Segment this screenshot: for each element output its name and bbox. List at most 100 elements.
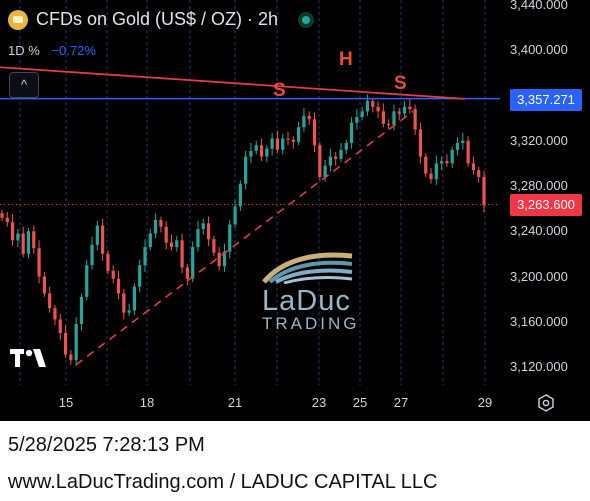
candle-body [381, 111, 385, 124]
price-tick-label: 3,160.000 [510, 313, 568, 329]
candles [0, 94, 486, 366]
candle-body [21, 233, 25, 254]
candle-body [365, 101, 370, 112]
candle-body [371, 101, 375, 107]
candle-body [116, 278, 121, 294]
price-tick-label: 3,240.000 [510, 223, 568, 239]
candle-body [95, 225, 99, 245]
candle-body [0, 213, 4, 218]
time-tick-label: 21 [227, 395, 243, 410]
candle-body [111, 270, 115, 279]
candle-body [164, 226, 168, 243]
candle-body [360, 111, 364, 117]
candle-body [58, 319, 62, 334]
candle-body [307, 115, 311, 120]
time-tick-label: 27 [393, 395, 409, 410]
candle-body [101, 225, 105, 254]
candle-body [143, 247, 147, 266]
candle-body [323, 165, 327, 177]
price-tick-label: 3,120.000 [510, 359, 568, 374]
settings-gear-icon[interactable] [537, 394, 555, 412]
candle-body [222, 251, 227, 267]
candle-body [37, 248, 41, 277]
candle-body [10, 222, 15, 241]
candle-body [482, 176, 486, 206]
current-price-label: 3,263.600 [510, 194, 582, 216]
candle-body [206, 223, 211, 240]
candle-body [53, 308, 57, 320]
watermark-trading: TRADING [262, 314, 360, 333]
candle-body [85, 265, 89, 297]
candle-body [450, 149, 454, 164]
candle-body [132, 286, 137, 311]
candle-body [418, 129, 423, 157]
candle-body [5, 217, 9, 223]
candle-body [233, 206, 237, 225]
market-status-icon[interactable] [298, 11, 315, 28]
candle-body [180, 240, 184, 268]
candle-body [355, 116, 359, 123]
candle-body [286, 138, 290, 140]
candle-body [402, 106, 407, 114]
resistance-price-label: 3,357.271 [510, 89, 582, 111]
symbol-title[interactable]: CFDs on Gold (US$ / OZ) · 2h [36, 9, 279, 29]
candle-body [440, 161, 444, 164]
candle-body [455, 143, 460, 150]
candle-body [249, 150, 253, 157]
candle-body [26, 231, 31, 254]
candle-body [16, 233, 20, 241]
candle-body [461, 140, 465, 144]
candle-body [32, 231, 36, 249]
website-credit[interactable]: www.LaDucTrading.com / LADUC CAPITAL LLC [8, 471, 438, 493]
interval-label: 1D % [8, 43, 40, 58]
candle-body [191, 247, 195, 279]
chevron-up-icon: ^ [20, 77, 28, 92]
candle-body [344, 143, 348, 150]
candle-body [466, 140, 470, 164]
left-shoulder-label: S [273, 80, 286, 101]
candle-body [228, 224, 232, 252]
candle-body [265, 148, 269, 157]
candle-body [244, 156, 248, 184]
grid-lines [19, 0, 486, 385]
time-tick-label: 29 [477, 395, 493, 410]
candle-body [349, 122, 354, 144]
price-tick-label: 3,440.000 [510, 0, 568, 12]
candle-body [175, 240, 179, 248]
candle-body [429, 173, 433, 180]
candle-body [63, 333, 68, 355]
candle-body [275, 138, 280, 150]
candle-body [79, 296, 84, 325]
time-tick-label: 18 [139, 395, 155, 410]
candle-body [424, 156, 428, 174]
candle-body [291, 139, 295, 142]
rising-dashed-trendline[interactable] [75, 110, 414, 366]
chart-area[interactable]: CFDs on Gold (US$ / OZ) · 2h 1D % −0.72%… [0, 0, 590, 421]
candle-body [196, 228, 200, 248]
candle-body [270, 138, 274, 149]
candle-body [42, 276, 46, 294]
price-tick-label: 3,400.000 [510, 42, 568, 58]
tradingview-logo-icon[interactable] [10, 347, 50, 369]
candle-body [69, 354, 73, 361]
candle-body [148, 233, 152, 248]
candle-body [74, 324, 78, 361]
symbol-header[interactable]: CFDs on Gold (US$ / OZ) · 2h [8, 9, 315, 30]
descending-trendline[interactable] [0, 66, 466, 100]
candle-body [312, 119, 317, 146]
time-tick-label: 25 [352, 395, 368, 410]
price-tick-label: 3,280.000 [510, 178, 568, 193]
candle-body [185, 267, 189, 279]
candle-body [471, 163, 476, 171]
candle-body [259, 145, 264, 157]
price-plot[interactable] [0, 0, 590, 421]
timestamp: 5/28/2025 7:28:13 PM [8, 434, 205, 456]
collapse-button[interactable]: ^ [9, 72, 39, 98]
time-tick-label: 15 [58, 395, 74, 410]
candle-body [318, 145, 322, 177]
candle-body [238, 183, 242, 207]
laduc-waves-logo [262, 252, 353, 284]
candle-body [334, 156, 338, 159]
candle-body [413, 109, 417, 130]
candle-body [159, 219, 163, 227]
